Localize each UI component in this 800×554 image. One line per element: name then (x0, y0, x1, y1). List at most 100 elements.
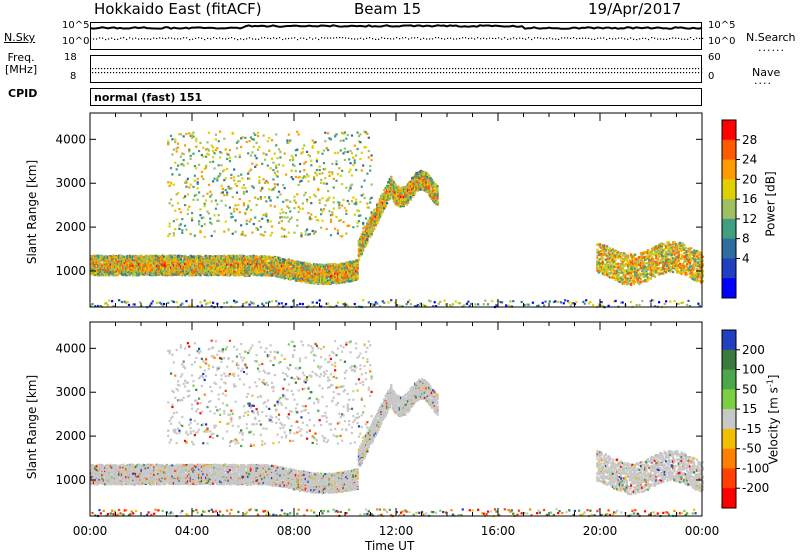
echo-cell (123, 300, 126, 303)
echo-cell (91, 302, 94, 306)
echo-cell (188, 150, 191, 153)
echo-cell (119, 258, 122, 261)
echo-cell (140, 268, 143, 271)
nave-dot (125, 72, 127, 74)
echo-cell (101, 270, 104, 274)
echo-cell (207, 273, 211, 276)
echo-cell (140, 256, 143, 259)
echo-cell (254, 266, 257, 269)
echo-cell (113, 265, 117, 268)
freq-dot (632, 68, 634, 70)
echo-cell (237, 266, 240, 270)
echo-cell (235, 141, 239, 144)
echo-cell (226, 272, 229, 275)
echo-cell (193, 174, 196, 177)
echo-cell (206, 152, 209, 155)
echo-cell (294, 279, 297, 282)
echo-cell (116, 268, 119, 272)
freq-dot (359, 68, 361, 70)
echo-cell (242, 269, 246, 273)
noise-search-dot (231, 37, 233, 39)
echo-cell (228, 149, 232, 152)
freq-dot (122, 68, 124, 70)
echo-cell (262, 270, 265, 274)
echo-cell (92, 255, 96, 258)
echo-cell (256, 304, 260, 308)
echo-cell (268, 257, 271, 260)
echo-cell (144, 267, 147, 270)
echo-cell (226, 157, 229, 160)
noise-search-dot (297, 39, 299, 41)
echo-cell (268, 263, 271, 267)
echo-cell (130, 265, 133, 268)
nave-dot (479, 72, 481, 74)
echo-cell (165, 265, 168, 268)
echo-cell (291, 178, 295, 181)
noise-search-dot (180, 38, 182, 40)
noise-search-dot (570, 37, 572, 39)
echo-cell (199, 262, 202, 265)
echo-cell (126, 262, 129, 265)
echo-cell (139, 259, 142, 263)
nave-dot (92, 72, 94, 74)
echo-cell (123, 260, 126, 263)
echo-cell (126, 254, 129, 258)
echo-cell (111, 269, 114, 272)
echo-cell (153, 265, 156, 268)
echo-cell (127, 264, 131, 267)
echo-cell (255, 163, 258, 167)
echo-cell (193, 165, 196, 168)
echo-cell (169, 181, 173, 184)
echo-cell (259, 270, 262, 273)
station-title: Hokkaido East (fitACF) (94, 0, 262, 18)
noise-search-dot (288, 37, 290, 40)
nave-dot (140, 72, 142, 74)
echo-cell (235, 191, 239, 194)
nave-dots: ···· (754, 77, 772, 90)
echo-cell (168, 184, 171, 188)
echo-cell (280, 267, 283, 270)
echo-cell (228, 269, 232, 273)
noise-search-dot (591, 38, 593, 40)
freq-dot (470, 68, 472, 70)
echo-cell (242, 254, 246, 258)
echo-cell (266, 140, 269, 143)
echo-cell (230, 270, 233, 274)
freq-dot (302, 68, 304, 70)
echo-cell (174, 257, 177, 261)
echo-cell (280, 270, 283, 273)
echo-cell (210, 261, 213, 264)
echo-cell (223, 302, 226, 305)
echo-cell (118, 256, 121, 259)
echo-cell (95, 265, 98, 268)
echo-cell (118, 299, 121, 302)
echo-cell (105, 273, 108, 276)
echo-cell (251, 270, 254, 274)
echo-cell (293, 277, 296, 280)
echo-cell (167, 234, 170, 238)
noise-search-dot (153, 37, 155, 39)
echo-cell (161, 265, 164, 268)
echo-cell (209, 160, 212, 164)
echo-cell (219, 172, 222, 175)
nave-dot (449, 72, 451, 74)
echo-cell (129, 266, 132, 269)
nave-dot (593, 72, 595, 74)
echo-cell (126, 266, 129, 269)
echo-cell (220, 263, 223, 266)
echo-cell (178, 255, 181, 259)
echo-cell (207, 267, 211, 270)
echo-cell (178, 173, 181, 176)
echo-cell (234, 262, 237, 266)
echo-cell (129, 259, 132, 262)
nave-dot (218, 72, 220, 74)
echo-cell (269, 268, 272, 272)
echo-cell (216, 255, 219, 258)
echo-cell (185, 228, 188, 231)
nave-dot (692, 72, 694, 74)
noise-search-dot (162, 37, 164, 39)
echo-cell (209, 270, 212, 273)
echo-cell (99, 255, 103, 258)
echo-cell (262, 152, 265, 155)
noise-search-dot (663, 38, 665, 40)
